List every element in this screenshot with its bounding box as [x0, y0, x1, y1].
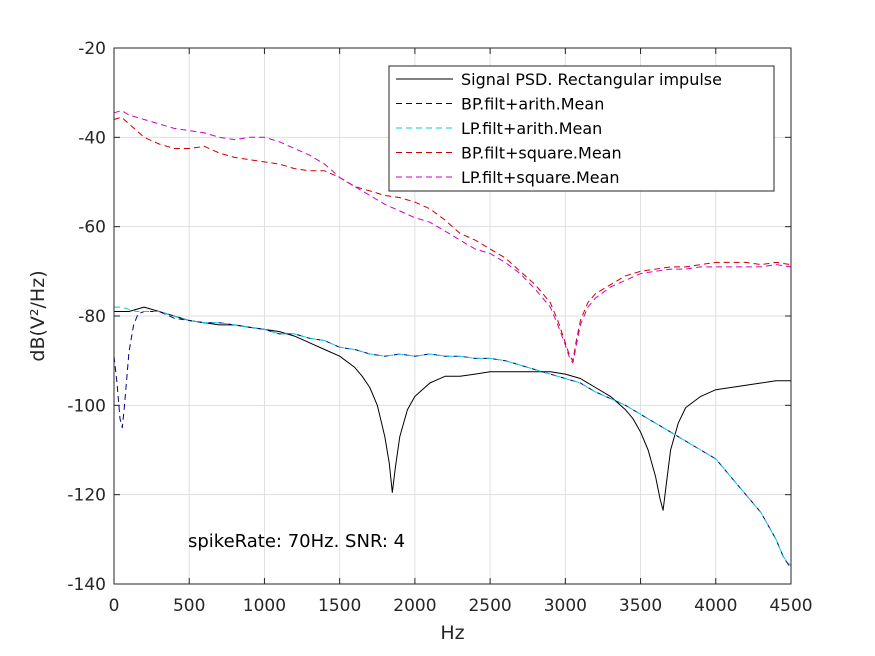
y-tick-label: -60: [78, 218, 106, 238]
y-tick-label: -120: [67, 486, 106, 506]
y-axis-label: dB(V²/Hz): [27, 270, 49, 361]
x-tick-label: 4000: [694, 596, 737, 616]
annotation-text: spikeRate: 70Hz. SNR: 4: [188, 531, 405, 552]
legend-label-3: LP.filt+arith.Mean: [461, 119, 602, 138]
series-group: [113, 110, 792, 569]
x-tick-label: 0: [109, 596, 120, 616]
x-tick-label: 4500: [769, 596, 812, 616]
legend: Signal PSD. Rectangular impulse BP.filt+a…: [388, 65, 775, 192]
x-tick-label: 2000: [393, 596, 436, 616]
legend-label-5: LP.filt+square.Mean: [461, 168, 620, 187]
legend-label-2: BP.filt+arith.Mean: [461, 95, 604, 114]
legend-label-4: BP.filt+square.Mean: [461, 144, 622, 163]
y-tick-label: -40: [78, 128, 106, 148]
tick-labels: 0 500 1000 1500 2000 2500 3000 3500 4000 4500 -140…: [67, 39, 812, 616]
x-axis-label: Hz: [440, 622, 464, 644]
ticks: [113, 47, 792, 585]
legend-label-1: Signal PSD. Rectangular impulse: [461, 70, 722, 89]
series-line-3: [114, 306, 792, 567]
y-tick-label: -20: [78, 39, 106, 59]
x-tick-label: 3500: [619, 596, 662, 616]
x-tick-label: 500: [173, 596, 205, 616]
x-tick-label: 2500: [468, 596, 511, 616]
legend-box: [388, 65, 775, 192]
y-tick-label: -100: [67, 396, 106, 416]
x-tick-label: 3000: [544, 596, 587, 616]
series-line-4: [113, 116, 792, 362]
y-tick-label: -80: [78, 307, 106, 327]
x-tick-label: 1000: [243, 596, 286, 616]
y-tick-label: -140: [67, 575, 106, 595]
x-tick-label: 1500: [318, 596, 361, 616]
series-line-5: [113, 110, 792, 364]
